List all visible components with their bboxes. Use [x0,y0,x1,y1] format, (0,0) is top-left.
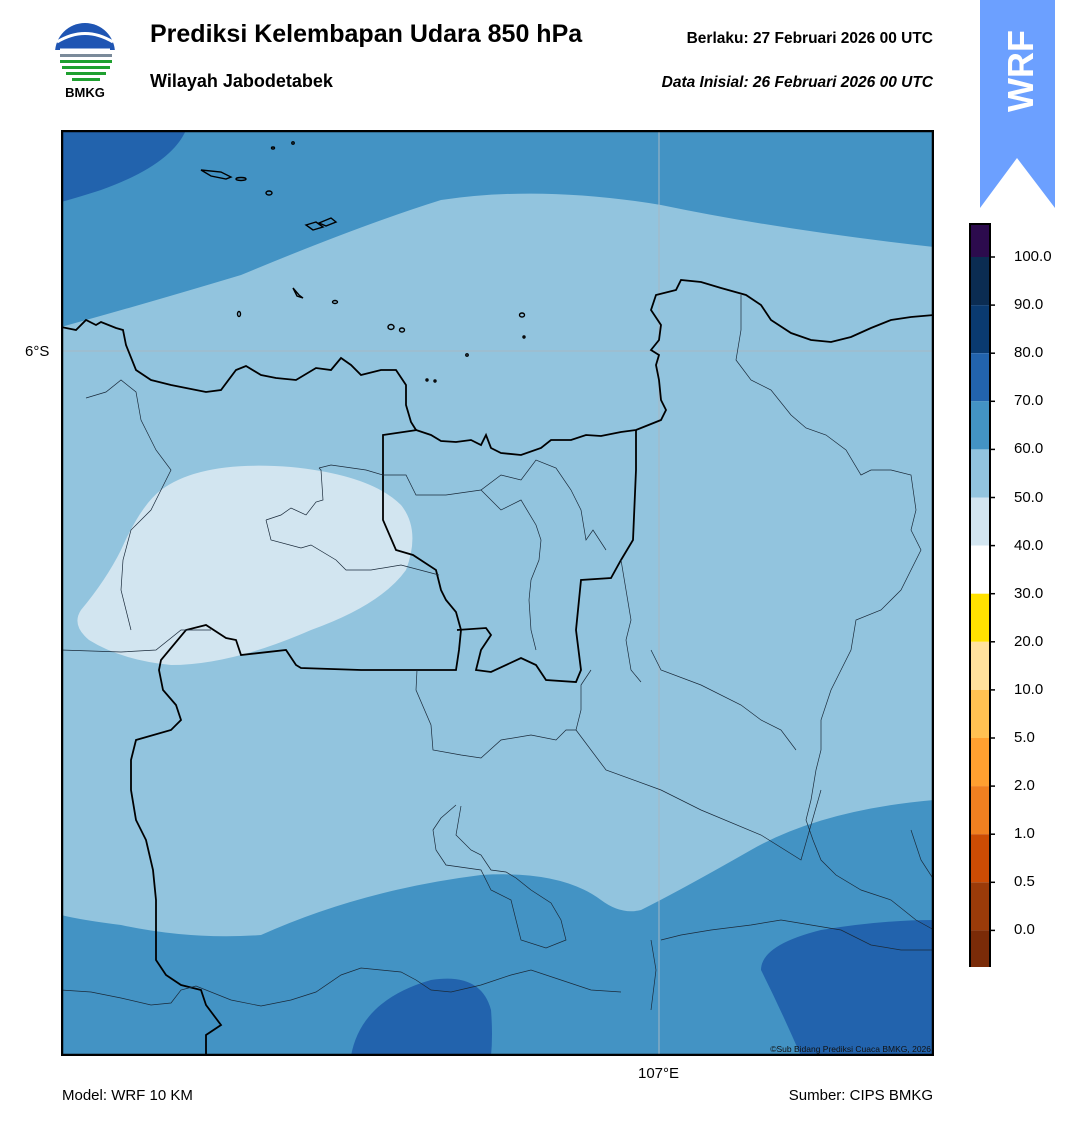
map-subtitle: Wilayah Jabodetabek [150,71,333,91]
colorbar-segment [970,689,990,738]
wrf-badge: WRF [980,0,1055,210]
province-border-east [456,430,637,683]
lat-label: 6°S [25,343,50,360]
colorbar-segment [970,834,990,883]
colorbar-segment [970,401,990,450]
lon-label: 107°E [638,1065,680,1082]
colorbar-tick-label: 80.0 [1014,344,1044,362]
rh-80-90-top-left [61,130,186,202]
source-label: Sumber: CIPS BMKG [788,1087,933,1104]
map-copyright: ©Sub Bidang Prediksi Cuaca BMKG, 2026 [770,1044,931,1054]
map-title: Prediksi Kelembapan Udara 850 hPa [150,20,583,48]
colorbar-segment [970,786,990,835]
model-label: Model: WRF 10 KM [62,1087,193,1104]
colorbar-segment [970,882,990,931]
islands [200,141,526,383]
init-time: Data Inisial: 26 Februari 2026 00 UTC [661,74,933,91]
rh-80-90-bottom-center [351,978,492,1056]
colorbar-tick-label: 2.0 [1014,777,1035,795]
colorbar-segment [970,224,990,257]
map-canvas [60,129,935,1057]
colorbar-segment [970,641,990,690]
province-border-west [130,429,462,1056]
wrf-badge-text: WRF [1000,30,1041,112]
colorbar-segment [970,305,990,354]
colorbar-tick-label: 10.0 [1014,680,1044,698]
colorbar-tick-label: 100.0 [1014,248,1052,265]
rh-50-60-area [77,465,413,665]
colorbar-tick-label: 0.5 [1014,873,1035,891]
colorbar-segment [970,930,990,979]
bmkg-logo [52,20,118,100]
regency-borders [61,295,934,1011]
rh-60-70-band [61,193,934,937]
colorbar-segment [970,545,990,594]
coastline [61,279,934,456]
colorbar-tick-label: 40.0 [1014,536,1044,554]
colorbar-segment [970,257,990,306]
humidity-map [60,129,935,1057]
colorbar-tick-label: 30.0 [1014,584,1044,602]
colorbar-tick-label: 70.0 [1014,392,1044,410]
map-frame [60,129,935,1057]
colorbar-tick-label: 0.0 [1014,921,1035,939]
valid-time: Berlaku: 27 Februari 2026 00 UTC [686,30,933,47]
colorbar-tick-label: 90.0 [1014,296,1044,314]
colorbar-tick-label: 60.0 [1014,440,1044,458]
colorbar-tick-label: 1.0 [1014,825,1035,843]
colorbar-segment [970,497,990,546]
colorbar-segment [970,449,990,498]
colorbar-tick-label: 5.0 [1014,729,1035,746]
colorbar-segment [970,593,990,642]
colorbar-tick-label: 20.0 [1014,632,1044,650]
colorbar-segment [970,738,990,787]
colorbar-tick-label: 50.0 [1014,488,1044,506]
bmkg-logo-text: BMKG [65,85,105,100]
colorbar-segment [970,353,990,402]
rh-80-90-bottom-right [761,920,934,1056]
